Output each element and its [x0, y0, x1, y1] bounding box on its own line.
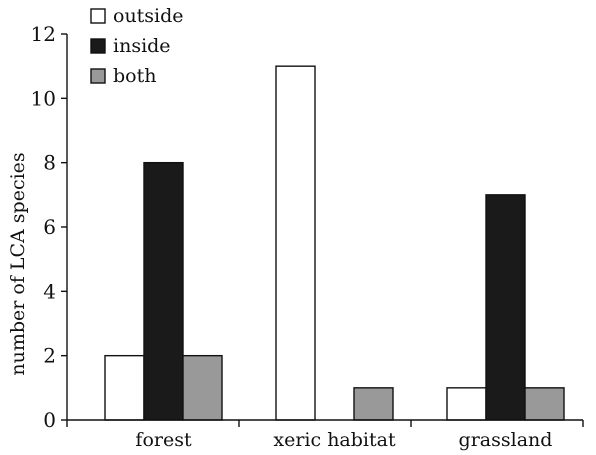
y-tick-label: 8	[43, 151, 56, 175]
bar-grassland-inside	[485, 194, 526, 421]
legend-swatch-both	[90, 68, 106, 84]
y-axis: 0 2 4 6 8 10 12	[31, 22, 68, 432]
bar-xeric-habitat-both	[353, 387, 394, 421]
legend-swatch-outside	[90, 8, 106, 24]
y-tick-label: 10	[31, 86, 56, 110]
legend-swatch-inside	[90, 38, 106, 54]
bar-forest-outside	[104, 354, 145, 421]
y-tick-label: 4	[43, 279, 56, 303]
bar-grassland-both	[524, 387, 565, 421]
x-tick-label-grassland: grassland	[459, 429, 553, 451]
bar-forest-both	[182, 354, 223, 421]
bar-xeric-habitat-outside	[275, 65, 316, 421]
x-tick-label-forest: forest	[135, 429, 192, 451]
legend-label-inside: inside	[113, 35, 171, 57]
x-axis: forest xeric habitat grassland	[66, 419, 584, 451]
legend: outside inside both	[90, 5, 184, 87]
y-axis-title: number of LCA species	[7, 152, 29, 375]
y-tick-label: 12	[31, 22, 56, 46]
y-tick-label: 0	[43, 408, 56, 432]
bar-grassland-outside	[446, 387, 487, 421]
legend-label-outside: outside	[113, 5, 184, 27]
bar-forest-inside	[143, 161, 184, 421]
y-tick-label: 2	[43, 344, 56, 368]
y-tick-label: 6	[43, 215, 56, 239]
legend-label-both: both	[113, 65, 156, 87]
plot-area	[104, 65, 565, 421]
x-tick-label-xeric-habitat: xeric habitat	[273, 429, 396, 451]
